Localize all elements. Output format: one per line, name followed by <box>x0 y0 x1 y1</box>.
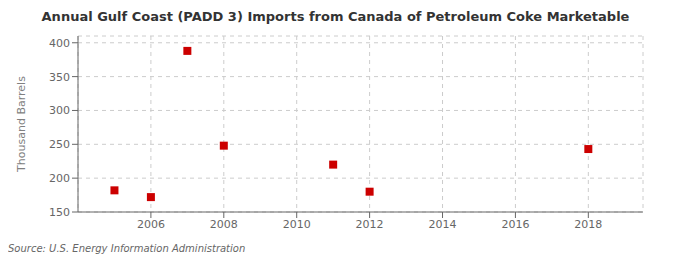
svg-text:2008: 2008 <box>210 218 238 231</box>
svg-text:150: 150 <box>49 206 70 219</box>
svg-text:2016: 2016 <box>501 218 529 231</box>
svg-text:2006: 2006 <box>137 218 165 231</box>
svg-text:2014: 2014 <box>429 218 457 231</box>
html-text:Source: U.S. Energy Informatio: Source: U.S. Energy Information Administ… <box>8 243 246 254</box>
svg-text:350: 350 <box>49 71 70 84</box>
svg-text:2010: 2010 <box>283 218 311 231</box>
svg-text:400: 400 <box>49 37 70 50</box>
svg-text:300: 300 <box>49 104 70 117</box>
html-text:Annual Gulf Coast (PADD 3) Imp: Annual Gulf Coast (PADD 3) Imports from … <box>41 9 630 24</box>
svg-text:2012: 2012 <box>356 218 384 231</box>
svg-text:2018: 2018 <box>574 218 602 231</box>
svg-text:200: 200 <box>49 172 70 185</box>
svg-text:Thousand Barrels: Thousand Barrels <box>15 76 28 173</box>
svg-text:250: 250 <box>49 138 70 151</box>
